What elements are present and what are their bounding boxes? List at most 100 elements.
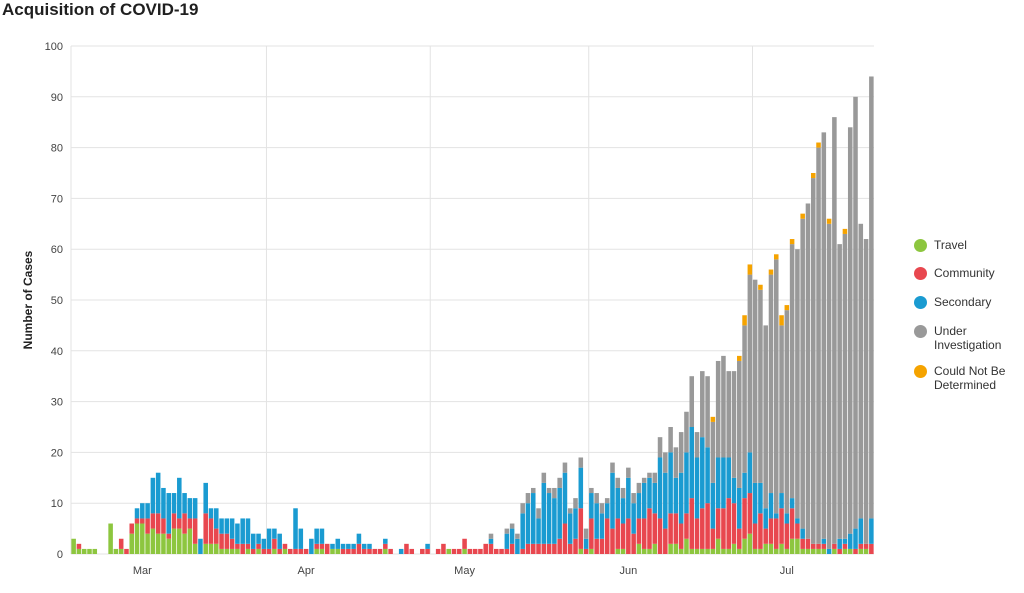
bar-segment-community — [177, 518, 182, 529]
bar-segment-secondary — [721, 457, 726, 509]
bar-segment-under-investigation — [858, 223, 864, 519]
bar-segment-travel — [113, 548, 119, 554]
bar-segment-community — [837, 548, 842, 554]
bar-segment-under-investigation — [758, 289, 763, 483]
bar-segment-under-investigation — [525, 493, 531, 504]
bar-segment-secondary — [536, 518, 541, 544]
bar-segment-travel — [81, 548, 87, 554]
bar-segment-travel — [789, 538, 795, 554]
bar-segment-community — [134, 518, 140, 524]
x-tick-label: Jul — [780, 565, 794, 577]
bar-segment-community — [277, 548, 282, 554]
bar-segment-community — [731, 503, 737, 544]
bar-segment-secondary — [520, 513, 525, 549]
bar-segment-travel — [118, 548, 124, 554]
bar-segment-secondary — [789, 498, 795, 509]
bar-segment-community — [689, 498, 695, 549]
bar-segment-secondary — [166, 493, 171, 534]
bar-segment-community — [789, 508, 795, 539]
y-tick-label: 80 — [51, 143, 63, 155]
bar-segment-travel — [161, 533, 166, 554]
bar-segment-secondary — [525, 503, 531, 544]
bar-segment-secondary — [351, 543, 356, 549]
legend-swatch — [914, 239, 927, 252]
bar-segment-under-investigation — [657, 437, 663, 458]
bar-segment-under-investigation — [678, 432, 684, 473]
bar-segment-under-investigation — [837, 244, 842, 539]
legend-item[interactable]: Could Not Be Determined — [914, 364, 1022, 392]
bar-segment-community — [546, 543, 552, 554]
bar-segment-could-not-be-determined — [826, 218, 832, 224]
bar-segment-travel — [810, 548, 816, 554]
bar-segment-community — [773, 518, 779, 549]
bar-segment-community — [557, 538, 562, 554]
bar-segment-under-investigation — [567, 508, 573, 514]
bar-segment-community — [747, 493, 753, 534]
bar-segment-secondary — [663, 472, 668, 529]
bar-segment-secondary — [742, 472, 747, 499]
bar-segment-community — [166, 533, 171, 539]
bar-segment-secondary — [261, 538, 267, 549]
bar-segment-secondary — [140, 503, 145, 519]
bar-segment-under-investigation — [805, 203, 811, 539]
bar-segment-community — [520, 548, 525, 554]
bar-segment-under-investigation — [816, 147, 821, 544]
axes: 0 10 20 30 40 50 60 70 80 90 100 Mar Apr May Jun Jul — [45, 41, 794, 577]
bar-segment-community — [858, 543, 864, 549]
bar-segment-under-investigation — [552, 487, 557, 499]
bar-segment-secondary — [578, 467, 584, 509]
bar-segment-community — [171, 513, 177, 529]
bar-segment-secondary — [240, 518, 245, 544]
bar-segment-community — [229, 538, 235, 549]
y-tick-label: 70 — [51, 193, 63, 205]
bar-segment-community — [483, 543, 488, 554]
bar-segment-community — [810, 543, 816, 549]
bar-segment-community — [657, 518, 663, 554]
bar-segment-travel — [800, 548, 805, 554]
bar-segment-community — [641, 518, 647, 549]
bar-segment-community — [525, 543, 531, 554]
bar-segment-community — [721, 508, 726, 549]
legend-item[interactable]: Under Investigation — [914, 324, 1022, 352]
bar-segment-secondary — [245, 518, 251, 544]
bar-segment-community — [187, 518, 193, 529]
bar-segment-community — [425, 548, 430, 554]
bar-segment-secondary — [552, 498, 557, 544]
bar-segment-community — [272, 538, 277, 549]
bar-segment-travel — [245, 548, 251, 554]
bar-segment-secondary — [330, 543, 335, 549]
bar-segment-secondary — [673, 477, 679, 514]
bar-segment-community — [250, 548, 256, 554]
legend-item[interactable]: Travel — [914, 238, 967, 252]
bar-segment-under-investigation — [620, 487, 626, 499]
bar-segment-travel — [578, 548, 584, 554]
legend-item[interactable]: Secondary — [914, 295, 991, 309]
bar-segment-travel — [652, 543, 658, 554]
bar-segment-secondary — [636, 493, 642, 519]
bar-segment-secondary — [293, 508, 298, 549]
bar-segment-under-investigation — [684, 411, 689, 453]
bar-segment-community — [800, 538, 805, 549]
bar-segment-under-investigation — [721, 355, 726, 458]
bar-segment-travel — [214, 543, 219, 554]
bar-segment-travel — [673, 543, 679, 554]
bar-segment-secondary — [515, 538, 520, 554]
bar-segment-community — [356, 543, 362, 554]
bar-segment-secondary — [309, 538, 314, 554]
legend-item[interactable]: Community — [914, 266, 995, 280]
bar-segment-secondary — [620, 498, 626, 524]
bar-segment-under-investigation — [573, 498, 578, 509]
bar-segment-under-investigation — [789, 244, 795, 499]
bar-segment-secondary — [763, 508, 768, 529]
bar-segment-travel — [700, 548, 705, 554]
bar-segment-secondary — [610, 472, 615, 529]
bar-segment-secondary — [752, 482, 758, 524]
bar-segment-could-not-be-determined — [779, 315, 784, 326]
bar-segment-under-investigation — [546, 487, 552, 494]
bar-segment-community — [76, 543, 82, 549]
bar-segment-travel — [768, 543, 774, 554]
bar-segment-travel — [784, 548, 790, 554]
bar-segment-community — [462, 538, 467, 549]
bar-segment-community — [700, 508, 705, 549]
bar-segment-community — [266, 548, 272, 554]
